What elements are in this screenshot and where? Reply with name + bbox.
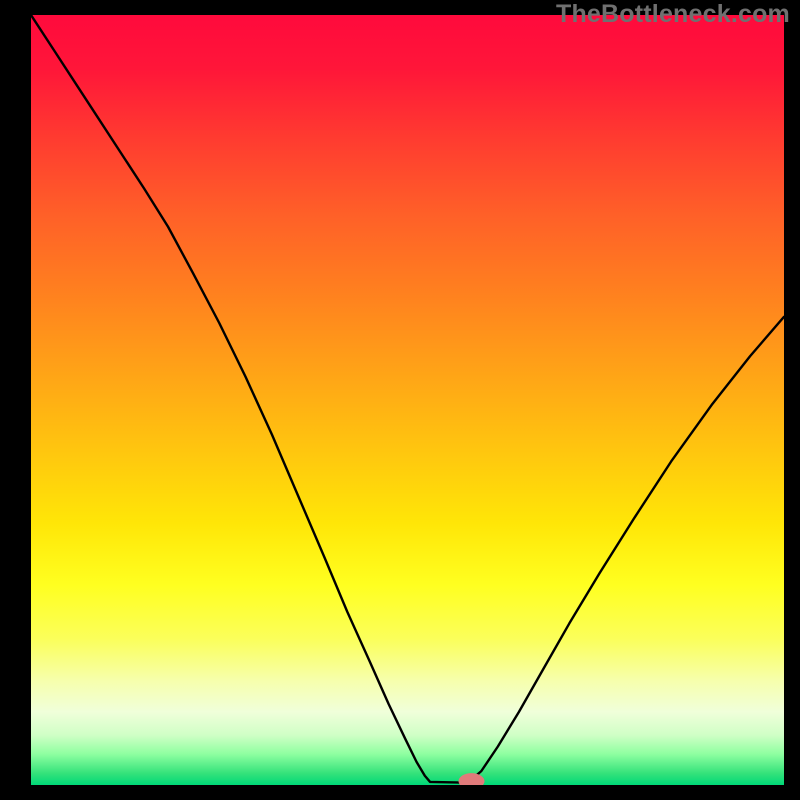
plot-background	[31, 15, 784, 785]
watermark-text: TheBottleneck.com	[556, 0, 790, 29]
